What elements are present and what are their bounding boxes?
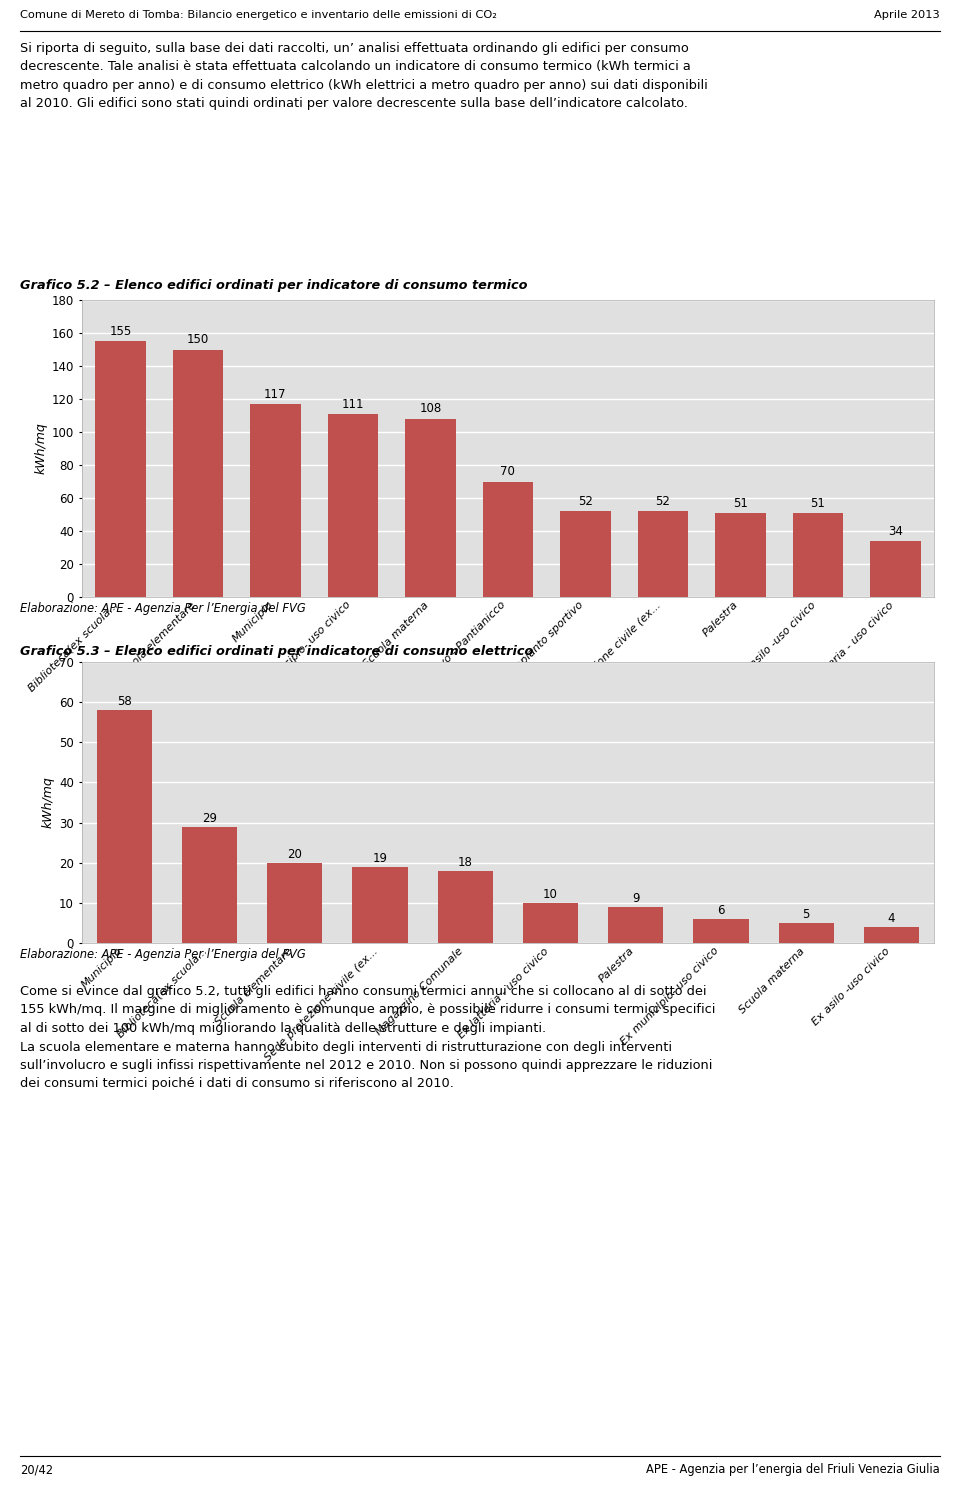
Bar — [267, 863, 323, 943]
Bar — [97, 711, 152, 943]
Text: Come si evince dal grafico 5.2, tutti gli edifici hanno consumi termici annui ch: Come si evince dal grafico 5.2, tutti gl… — [20, 985, 715, 1090]
Text: 52: 52 — [656, 495, 670, 508]
Text: Si riporta di seguito, sulla base dei dati raccolti, un’ analisi effettuata ordi: Si riporta di seguito, sulla base dei da… — [20, 42, 708, 111]
Bar — [715, 513, 765, 597]
Text: 58: 58 — [117, 696, 132, 708]
Text: 150: 150 — [187, 333, 209, 346]
Text: 70: 70 — [500, 465, 516, 478]
Bar — [637, 511, 688, 597]
Bar — [405, 418, 456, 597]
Y-axis label: kWh/mq: kWh/mq — [35, 423, 47, 474]
Text: Grafico 5.3 – Elenco edifici ordinati per indicatore di consumo elettrico: Grafico 5.3 – Elenco edifici ordinati pe… — [20, 645, 534, 658]
Bar — [793, 513, 843, 597]
Text: 155: 155 — [109, 325, 132, 337]
Text: 20: 20 — [287, 848, 302, 860]
Text: 51: 51 — [810, 496, 826, 510]
Text: APE - Agenzia per l’energia del Friuli Venezia Giulia: APE - Agenzia per l’energia del Friuli V… — [646, 1463, 940, 1477]
Bar — [864, 926, 919, 943]
Bar — [438, 871, 492, 943]
Text: 10: 10 — [543, 887, 558, 901]
Text: 9: 9 — [632, 892, 639, 905]
Bar — [608, 907, 663, 943]
Bar — [173, 349, 223, 597]
Text: 20/42: 20/42 — [20, 1463, 54, 1477]
Bar — [560, 511, 611, 597]
Text: 51: 51 — [732, 496, 748, 510]
Bar — [327, 414, 378, 597]
Text: 34: 34 — [888, 525, 902, 538]
Bar — [870, 541, 921, 597]
Text: 29: 29 — [202, 811, 217, 824]
Text: 52: 52 — [578, 495, 592, 508]
Text: Elaborazione: APE - Agenzia Per l’Energia del FVG: Elaborazione: APE - Agenzia Per l’Energi… — [20, 603, 306, 615]
Text: 4: 4 — [888, 911, 896, 925]
Bar — [523, 902, 578, 943]
Text: 5: 5 — [803, 908, 810, 920]
Text: Comune di Mereto di Tomba: Bilancio energetico e inventario delle emissioni di C: Comune di Mereto di Tomba: Bilancio ener… — [20, 10, 497, 21]
Bar — [95, 342, 146, 597]
Bar — [779, 923, 834, 943]
Bar — [352, 866, 408, 943]
Text: 6: 6 — [717, 904, 725, 917]
Bar — [251, 403, 300, 597]
Text: Grafico 5.2 – Elenco edifici ordinati per indicatore di consumo termico: Grafico 5.2 – Elenco edifici ordinati pe… — [20, 279, 528, 292]
Text: 111: 111 — [342, 397, 364, 411]
Text: 19: 19 — [372, 851, 388, 865]
Bar — [693, 919, 749, 943]
Y-axis label: kWh/mq: kWh/mq — [42, 776, 55, 829]
Text: 18: 18 — [458, 856, 472, 869]
Text: Aprile 2013: Aprile 2013 — [875, 10, 940, 21]
Text: 108: 108 — [420, 403, 442, 415]
Text: Elaborazione: APE - Agenzia Per l’Energia del FVG: Elaborazione: APE - Agenzia Per l’Energi… — [20, 947, 306, 961]
Bar — [181, 826, 237, 943]
Text: 117: 117 — [264, 388, 287, 400]
Bar — [483, 481, 533, 597]
